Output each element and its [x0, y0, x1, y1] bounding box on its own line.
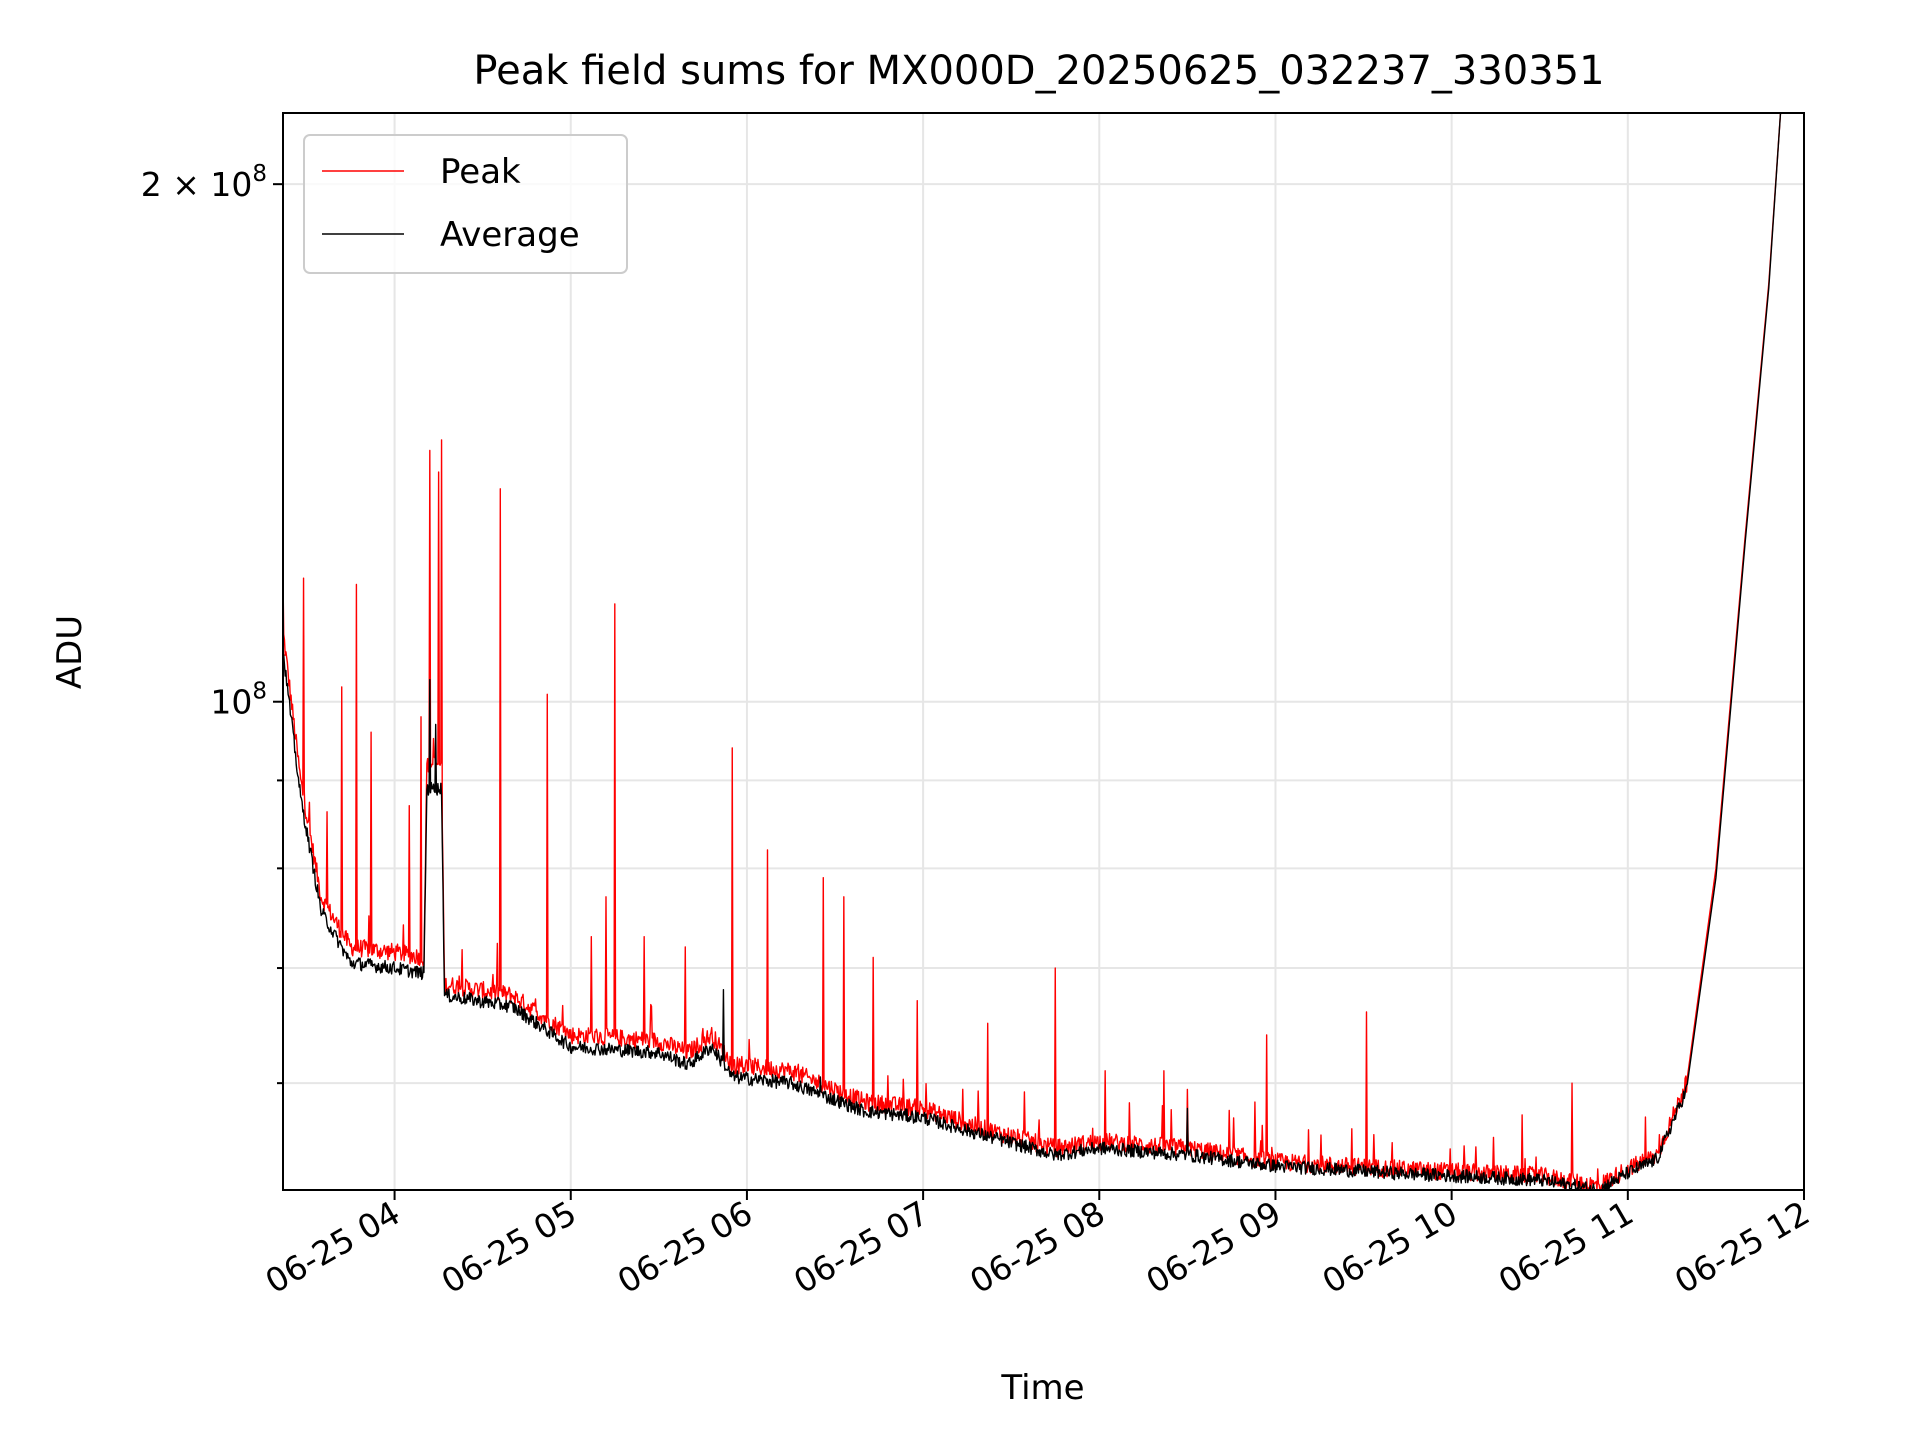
- legend-label-peak: Peak: [440, 152, 521, 192]
- y-tick-label-base: 2 × 10: [141, 165, 253, 204]
- y-tick-label-exponent: 8: [252, 679, 267, 705]
- y-tick-label-exponent: 8: [252, 161, 267, 187]
- y-tick-label: 108: [210, 679, 267, 722]
- legend-box: [303, 134, 628, 274]
- legend-label-average: Average: [440, 215, 580, 255]
- chart-title: Peak field sums for MX000D_20250625_0322…: [473, 48, 1604, 94]
- series-line-peak: [283, 113, 1782, 1190]
- y-tick-label: 2 × 108: [141, 161, 267, 204]
- x-axis-label: Time: [1000, 1368, 1084, 1408]
- y-tick-label-base: 10: [210, 683, 252, 722]
- series-layer: [283, 113, 1782, 1190]
- series-line-average: [283, 113, 1782, 1190]
- y-axis-label: ADU: [50, 615, 90, 689]
- plot-frame: [282, 112, 1805, 1191]
- legend: Peak Average: [303, 134, 628, 274]
